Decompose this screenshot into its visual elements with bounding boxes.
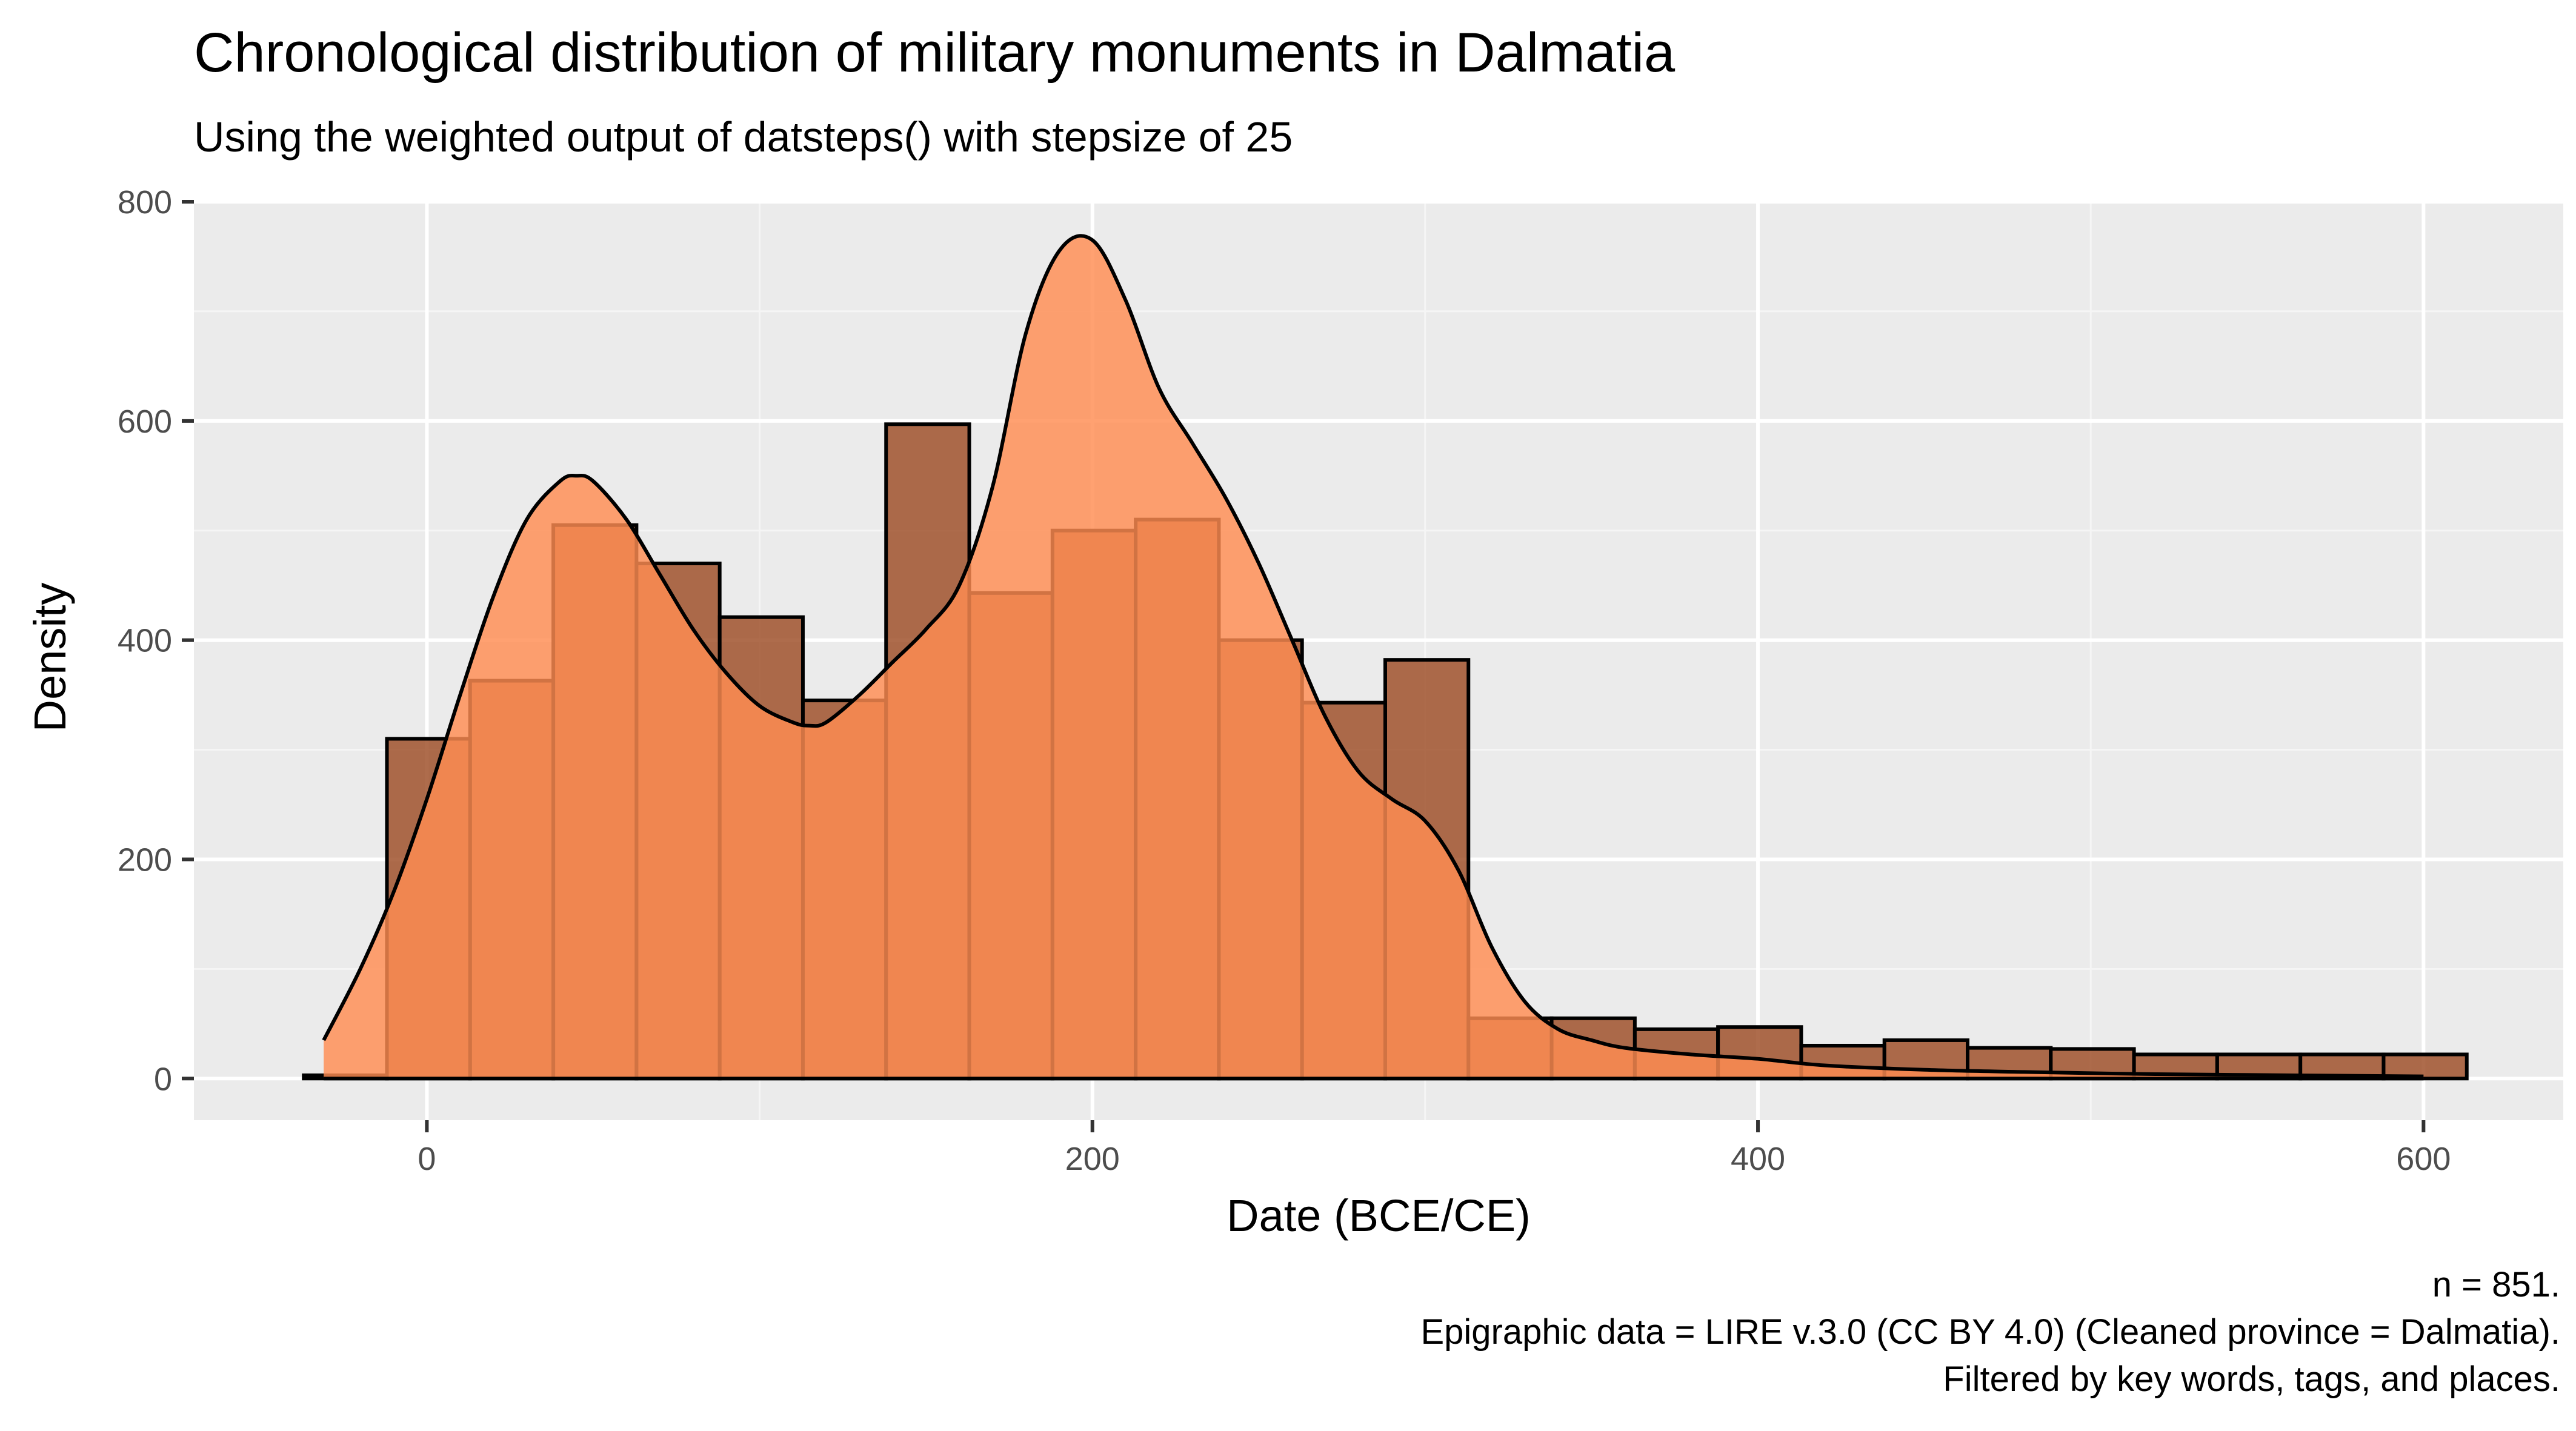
y-tick-label: 200 <box>118 842 172 878</box>
density-curve <box>322 234 2424 1078</box>
y-tick-label: 600 <box>118 403 172 440</box>
y-axis: 0 200 400 600 800 <box>118 184 194 1097</box>
x-tick-label: 600 <box>2396 1141 2451 1177</box>
y-tick-label: 400 <box>118 623 172 659</box>
chart-subtitle: Using the weighted output of datsteps() … <box>194 113 1293 161</box>
x-tick-label: 0 <box>418 1141 436 1177</box>
y-tick-label: 800 <box>118 184 172 221</box>
caption-line-3: Filtered by key words, tags, and places. <box>1943 1360 2560 1399</box>
density-area <box>324 236 2424 1079</box>
y-tick-label: 0 <box>154 1061 172 1097</box>
caption-line-1: n = 851. <box>2432 1265 2560 1304</box>
x-axis-title: Date (BCE/CE) <box>1226 1190 1531 1241</box>
x-tick-label: 200 <box>1065 1141 1120 1177</box>
x-tick-label: 400 <box>1731 1141 1785 1177</box>
x-axis: 0 200 400 600 <box>418 1120 2451 1177</box>
density-curve-group <box>322 234 2424 1081</box>
y-axis-title: Density <box>25 583 75 732</box>
chart-title: Chronological distribution of military m… <box>194 22 1676 84</box>
caption-line-2: Epigraphic data = LIRE v.3.0 (CC BY 4.0)… <box>1420 1312 2560 1352</box>
